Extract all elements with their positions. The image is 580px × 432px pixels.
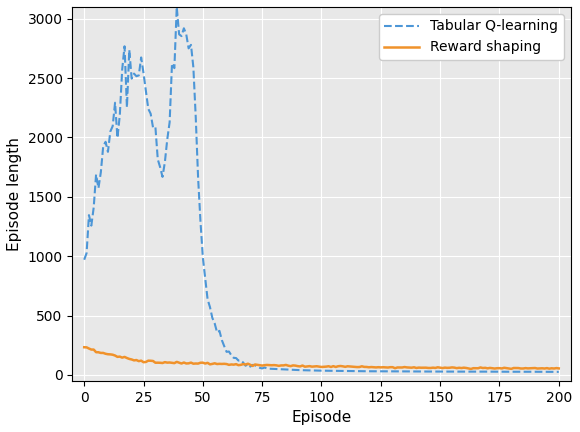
Tabular Q-learning bbox=[256, 365, 263, 371]
Tabular Q-learning bbox=[124, 105, 130, 110]
Tabular Q-learning bbox=[81, 257, 88, 262]
Tabular Q-learning bbox=[339, 368, 346, 374]
Reward shaping bbox=[337, 363, 344, 368]
Y-axis label: Episode length: Episode length bbox=[7, 137, 22, 251]
Reward shaping bbox=[280, 363, 287, 368]
Reward shaping bbox=[254, 362, 261, 368]
Reward shaping bbox=[124, 356, 130, 361]
Tabular Q-learning bbox=[173, 4, 180, 10]
Reward shaping bbox=[81, 345, 88, 350]
Tabular Q-learning bbox=[83, 251, 90, 256]
Reward shaping bbox=[467, 366, 474, 372]
Reward shaping bbox=[83, 345, 90, 350]
Line: Reward shaping: Reward shaping bbox=[84, 347, 559, 369]
Tabular Q-learning bbox=[555, 369, 562, 375]
X-axis label: Episode: Episode bbox=[291, 410, 351, 425]
Tabular Q-learning bbox=[282, 367, 289, 372]
Legend: Tabular Q-learning, Reward shaping: Tabular Q-learning, Reward shaping bbox=[379, 14, 564, 60]
Line: Tabular Q-learning: Tabular Q-learning bbox=[84, 7, 559, 372]
Tabular Q-learning bbox=[517, 369, 524, 375]
Reward shaping bbox=[517, 366, 524, 371]
Reward shaping bbox=[555, 366, 562, 371]
